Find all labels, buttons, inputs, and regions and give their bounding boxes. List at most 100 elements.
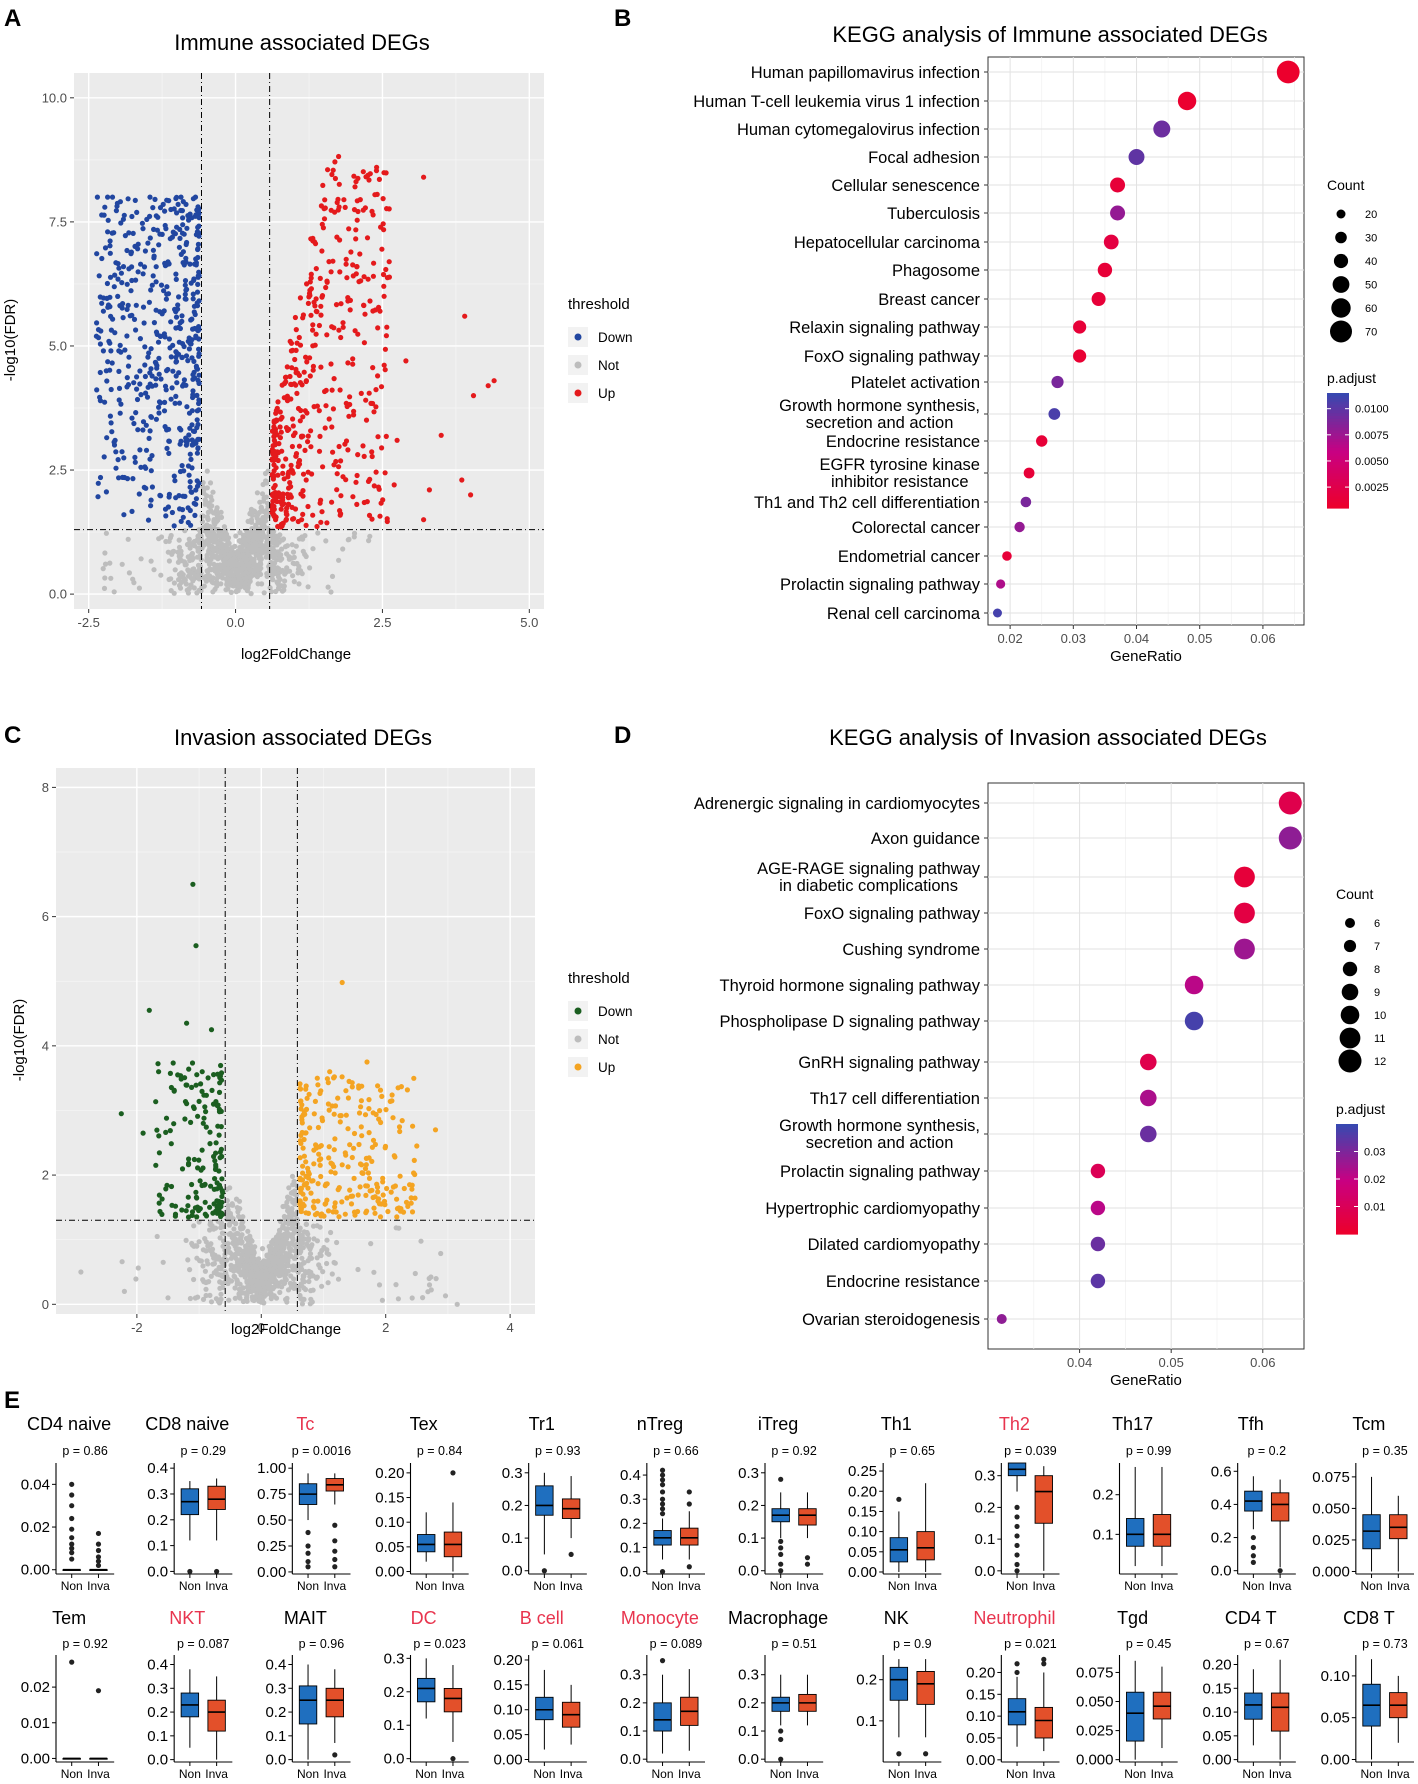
point-up xyxy=(334,471,340,477)
point-up xyxy=(310,367,316,373)
point-not xyxy=(331,1259,337,1266)
point-up xyxy=(392,1154,398,1160)
outlier xyxy=(778,1545,784,1551)
outlier xyxy=(1014,1542,1020,1549)
box xyxy=(771,1696,790,1712)
point-down xyxy=(190,881,196,887)
point-up xyxy=(375,434,381,440)
point-up xyxy=(310,1178,316,1184)
point-up xyxy=(304,410,310,416)
point-not xyxy=(257,1286,263,1292)
point-down xyxy=(127,313,133,319)
point-down xyxy=(178,438,184,444)
point-not xyxy=(269,1240,275,1246)
point-down xyxy=(97,341,103,347)
point-up xyxy=(381,283,387,289)
point-not xyxy=(207,539,213,545)
term-label: Th1 and Th2 cell differentiation xyxy=(754,494,980,512)
x-axis-label: GeneRatio xyxy=(1110,648,1182,665)
point-not xyxy=(294,1183,300,1189)
point-down xyxy=(116,348,122,354)
legend-title: threshold xyxy=(568,296,630,313)
point-down xyxy=(119,449,125,455)
point-not xyxy=(274,565,280,571)
y-tick-label: 0.10 xyxy=(966,1708,995,1725)
term-label: Human T-cell leukemia virus 1 infection xyxy=(693,93,980,111)
point-up xyxy=(280,463,286,469)
point-down xyxy=(173,349,179,355)
point-up xyxy=(292,430,298,436)
point-up xyxy=(313,331,319,337)
point-up xyxy=(328,1169,334,1175)
point-down xyxy=(118,1111,124,1117)
y-tick-label: 0.00 xyxy=(375,1564,404,1581)
point-down xyxy=(109,429,115,435)
point-down xyxy=(184,286,190,292)
point-up xyxy=(296,334,302,341)
point-not xyxy=(433,1276,439,1282)
point-not xyxy=(274,542,280,548)
point-up xyxy=(356,1083,362,1089)
point-not xyxy=(277,1289,283,1295)
point-down xyxy=(218,1062,224,1069)
panel-letter-b: B xyxy=(614,5,631,32)
point-down xyxy=(145,354,151,360)
point-down xyxy=(194,417,200,423)
panel-c-points xyxy=(78,881,460,1307)
outlier xyxy=(804,1561,811,1567)
point-up xyxy=(364,1059,370,1065)
point-up xyxy=(351,207,358,213)
point-up xyxy=(382,346,388,352)
point-not xyxy=(250,1286,256,1292)
point-not xyxy=(282,1280,288,1286)
colorbar-segment xyxy=(1336,1124,1358,1128)
point-up xyxy=(375,1198,381,1204)
y-tick-label: 0.2 xyxy=(738,1497,759,1514)
outlier xyxy=(332,1538,338,1544)
point-not xyxy=(336,557,342,563)
point-down xyxy=(186,1066,192,1072)
point-not xyxy=(279,537,285,543)
point-down xyxy=(117,303,123,309)
point-up xyxy=(305,1185,311,1191)
point-not xyxy=(266,1262,272,1268)
point-up xyxy=(345,1164,351,1170)
boxplot-title: Tem xyxy=(52,1608,86,1628)
point-not xyxy=(203,573,209,580)
point-up xyxy=(343,256,349,262)
colorbar-segment xyxy=(1336,1201,1358,1205)
y-tick-label: 0.20 xyxy=(1202,1657,1231,1674)
point-down xyxy=(193,943,199,949)
point-not xyxy=(251,529,257,535)
group-label: Inva xyxy=(87,1767,110,1781)
point-up xyxy=(370,308,376,314)
legend-label: Down xyxy=(598,1004,633,1019)
point-up xyxy=(343,477,349,483)
point-not xyxy=(379,1297,385,1303)
y-tick-label: 0.025 xyxy=(1076,1723,1114,1740)
point-down xyxy=(214,1204,220,1210)
point-down xyxy=(216,1089,223,1095)
point-down xyxy=(189,442,195,448)
point-up xyxy=(373,1111,379,1118)
point-down xyxy=(195,241,201,247)
point-up xyxy=(362,1166,369,1172)
point-not xyxy=(261,526,267,532)
point-down xyxy=(187,479,193,485)
point-up xyxy=(331,376,337,382)
boxplot-pvalue: p = 0.96 xyxy=(299,1637,345,1651)
point-not xyxy=(191,566,197,572)
point-down xyxy=(174,194,180,200)
term-label: Dilated cardiomyopathy xyxy=(808,1236,981,1254)
colorbar-segment xyxy=(1327,482,1349,486)
point-not xyxy=(249,548,255,554)
y-tick-label: 0.075 xyxy=(1312,1469,1350,1486)
point-down xyxy=(113,465,119,471)
point-up xyxy=(373,469,379,475)
point-not xyxy=(263,478,269,484)
point-up xyxy=(317,1162,323,1168)
point-down xyxy=(198,1081,204,1087)
outlier xyxy=(896,1496,902,1502)
point-up xyxy=(373,387,379,393)
point-down xyxy=(131,380,137,386)
